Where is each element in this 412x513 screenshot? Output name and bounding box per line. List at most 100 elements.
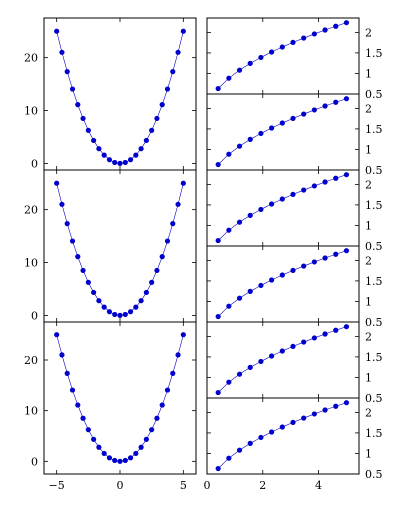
data-point: [215, 313, 221, 320]
data-point: [106, 157, 113, 163]
y-tick-label: 10: [24, 405, 38, 418]
data-point: [127, 309, 134, 315]
y-tick-label: 0.5: [365, 164, 383, 177]
data-point: [215, 161, 221, 168]
data-point: [343, 248, 350, 254]
series-line: [56, 334, 184, 462]
x-tick-label: 5: [180, 479, 187, 492]
data-point: [112, 311, 118, 318]
data-point: [301, 263, 307, 269]
data-point: [138, 146, 144, 152]
data-point: [258, 434, 264, 441]
data-point: [133, 304, 139, 310]
data-point: [333, 327, 339, 333]
y-tick-label: 0.5: [365, 88, 383, 101]
data-point: [269, 429, 275, 435]
data-point: [333, 175, 339, 181]
data-point: [333, 23, 339, 29]
data-point: [117, 458, 123, 464]
data-point: [64, 221, 70, 227]
data-point: [75, 254, 81, 260]
data-point: [96, 444, 102, 450]
data-point: [311, 259, 317, 265]
data-point: [269, 49, 275, 55]
data-point: [322, 179, 328, 185]
data-point: [236, 67, 243, 73]
data-point: [301, 187, 307, 193]
x-tick-label: 0: [117, 479, 124, 492]
y-tick-label: 2: [365, 26, 372, 39]
data-point: [247, 60, 253, 66]
data-point: [236, 143, 243, 149]
axes-frame: [206, 17, 360, 95]
data-point: [164, 86, 171, 92]
y-tick-label: 2: [365, 406, 372, 419]
data-point: [143, 289, 149, 296]
data-point: [69, 387, 76, 393]
data-point: [96, 146, 102, 152]
data-point: [247, 136, 253, 142]
data-point: [59, 49, 65, 55]
x-tick-label: 4: [315, 479, 322, 492]
axes-frame: [206, 93, 360, 171]
series-line: [217, 98, 347, 165]
y-tick-label: 0.5: [365, 392, 383, 405]
y-tick-label: 2: [365, 254, 372, 267]
data-point: [215, 85, 221, 92]
data-point: [301, 339, 307, 345]
series-line: [56, 183, 184, 316]
data-point: [322, 331, 328, 337]
data-point: [106, 309, 113, 315]
y-tick-label: 2: [365, 102, 372, 115]
data-point: [215, 465, 221, 472]
x-tick-label: 0: [204, 479, 211, 492]
data-point: [322, 407, 328, 413]
y-tick-label: 1: [365, 143, 372, 156]
data-point: [138, 298, 144, 304]
y-tick-label: 1.5: [365, 275, 383, 288]
data-point: [226, 151, 232, 157]
y-tick-label: 1.5: [365, 123, 383, 136]
data-point: [54, 28, 60, 34]
data-point: [258, 54, 264, 61]
data-point: [279, 348, 285, 354]
data-point: [290, 343, 296, 350]
data-point: [180, 180, 186, 186]
data-point: [64, 69, 70, 75]
data-point: [127, 455, 134, 461]
axes-frame: [43, 169, 197, 323]
data-point: [143, 137, 149, 144]
data-point: [117, 312, 123, 318]
data-point: [236, 447, 243, 453]
data-point: [236, 219, 243, 225]
data-point: [164, 238, 171, 244]
series-line: [217, 22, 347, 89]
data-point: [91, 137, 97, 144]
x-tick-label: −5: [49, 479, 65, 492]
data-point: [91, 436, 97, 442]
data-point: [258, 206, 264, 213]
data-point: [180, 28, 186, 34]
data-point: [343, 324, 350, 330]
data-point: [85, 279, 91, 285]
data-point: [247, 364, 253, 370]
data-point: [322, 27, 328, 33]
y-tick-label: 0.5: [365, 468, 383, 481]
data-point: [54, 332, 60, 338]
panel-left-1: 0 10 20: [24, 17, 197, 171]
y-tick-label: 10: [24, 105, 38, 118]
y-tick-label: 2: [365, 178, 372, 191]
y-tick-label: 1: [365, 295, 372, 308]
series-line: [56, 31, 184, 164]
y-tick-label: 1.5: [365, 199, 383, 212]
data-point: [311, 107, 317, 113]
data-point: [258, 358, 264, 365]
axes-frame: [206, 397, 360, 475]
y-tick-label: 1: [365, 371, 372, 384]
data-point: [311, 31, 317, 37]
data-point: [154, 267, 160, 274]
data-point: [96, 298, 102, 304]
y-tick-label: 0: [31, 309, 38, 322]
data-point: [101, 152, 107, 158]
